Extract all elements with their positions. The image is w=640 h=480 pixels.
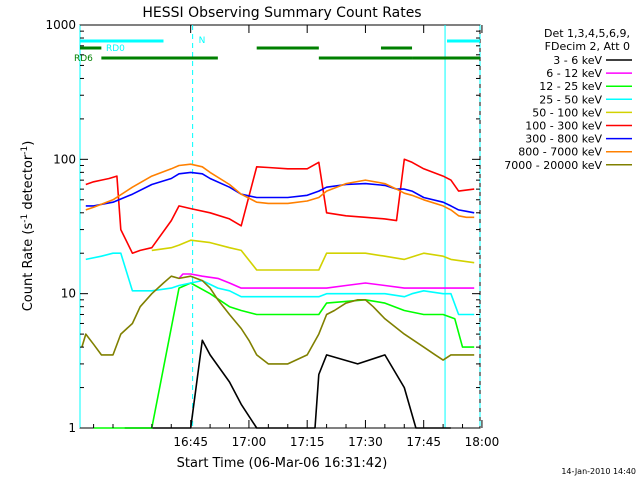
- legend-label: 100 - 300 keV: [525, 120, 602, 133]
- y-axis-ticks: 1 10 100 1000: [45, 18, 480, 435]
- y-tick-label: 10: [61, 287, 76, 301]
- y-tick-label: 100: [53, 152, 76, 166]
- x-axis-ticks: 16:45 17:00 17:15 17:30 17:45 18:00: [93, 25, 500, 449]
- x-tick-label: 17:15: [290, 435, 325, 449]
- y-axis-label-part: Count Rate (s: [21, 223, 36, 312]
- series-line: [151, 239, 475, 271]
- y-axis-label: Count Rate (s-1 detector-1): [20, 141, 36, 312]
- series-line: [85, 163, 475, 219]
- x-tick-label: 17:30: [348, 435, 383, 449]
- legend-label: 25 - 50 keV: [539, 93, 602, 106]
- x-tick-label: 17:00: [232, 435, 267, 449]
- chart-title: HESSI Observing Summary Count Rates: [142, 5, 421, 21]
- x-tick-label: 18:00: [465, 435, 500, 449]
- vertical-markers: [79, 25, 481, 428]
- y-axis-label-exponent: -1: [20, 146, 30, 155]
- legend-label: 3 - 6 keV: [553, 54, 602, 67]
- legend-header: Det 1,3,4,5,6,9, FDecim 2, Att 0: [544, 27, 630, 53]
- footer-timestamp: 14-Jan-2010 14:40: [561, 467, 636, 476]
- series-group: [81, 158, 475, 429]
- x-tick-label: 16:45: [173, 435, 208, 449]
- legend-label: 12 - 25 keV: [539, 80, 602, 93]
- y-axis-label-part: ): [21, 141, 36, 146]
- flag-label: RD0: [106, 44, 125, 54]
- series-line: [85, 171, 475, 214]
- series-line: [178, 273, 475, 289]
- y-tick-label: 1000: [45, 18, 76, 32]
- flag-bars: RD0 N RD6: [74, 36, 480, 64]
- flag-label: RD6: [74, 54, 93, 64]
- legend-header-line-2: FDecim 2, Att 0: [545, 40, 630, 53]
- legend-label: 300 - 800 keV: [525, 133, 602, 146]
- y-tick-label: 1: [68, 421, 76, 435]
- series-line: [85, 252, 475, 316]
- legend-header-line-1: Det 1,3,4,5,6,9,: [544, 27, 630, 40]
- legend-label: 6 - 12 keV: [546, 67, 602, 80]
- series-line: [85, 158, 475, 254]
- plot-frame: [79, 24, 481, 429]
- legend-label: 50 - 100 keV: [532, 106, 602, 119]
- legend-label: 7000 - 20000 keV: [504, 159, 602, 172]
- series-line: [124, 339, 451, 429]
- flag-label: N: [199, 36, 206, 46]
- x-axis-label: Start Time (06-Mar-06 16:31:42): [177, 456, 388, 471]
- series-line: [81, 275, 475, 365]
- x-tick-label: 17:45: [406, 435, 441, 449]
- y-axis-label-part: detector: [21, 154, 36, 214]
- series-line: [93, 282, 475, 429]
- y-axis-label-exponent: -1: [20, 214, 30, 223]
- legend-label: 800 - 7000 keV: [518, 146, 602, 159]
